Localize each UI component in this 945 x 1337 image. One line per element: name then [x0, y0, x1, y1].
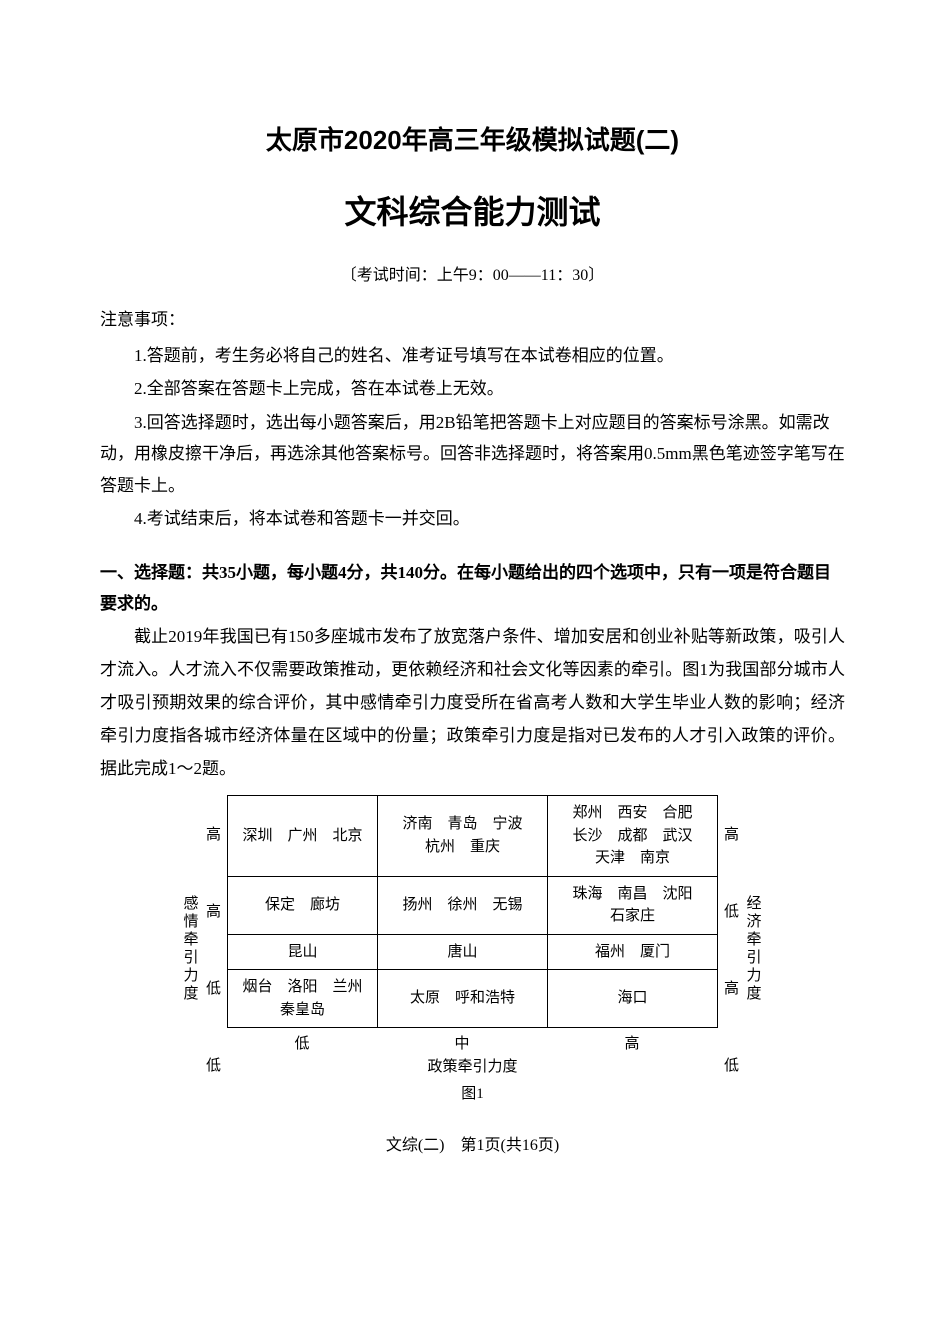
cell: 太原 呼和浩特	[378, 970, 548, 1028]
cell: 海口	[548, 970, 718, 1028]
title-line-2: 文科综合能力测试	[100, 187, 845, 233]
cell: 扬州 徐州 无锡	[378, 876, 548, 934]
y-right-axis-label: 经济牵引力度	[745, 795, 763, 1103]
figure-caption: 图1	[227, 1082, 718, 1103]
notice-item-2: 2.全部答案在答题卡上完成，答在本试卷上无效。	[100, 373, 845, 404]
x-axis-label: 政策牵引力度	[227, 1055, 718, 1076]
x-tick: 低	[227, 1032, 377, 1053]
y-left-tick: 低	[206, 1054, 221, 1075]
y-left-tick: 低	[206, 977, 221, 998]
cell: 唐山	[378, 934, 548, 970]
y-left-tick: 高	[206, 823, 221, 844]
y-left-tick: 高	[206, 900, 221, 921]
cell: 福州 厦门	[548, 934, 718, 970]
table-row: 保定 廊坊 扬州 徐州 无锡 珠海 南昌 沈阳石家庄	[228, 876, 718, 934]
cell: 珠海 南昌 沈阳石家庄	[548, 876, 718, 934]
page-footer: 文综(二) 第1页(共16页)	[100, 1131, 845, 1155]
exam-time: 〔考试时间：上午9：00——11：30〕	[100, 261, 845, 285]
x-tick: 中	[377, 1032, 547, 1053]
y-right-tick: 高	[724, 977, 739, 998]
notice-item-4: 4.考试结束后，将本试卷和答题卡一并交回。	[100, 503, 845, 534]
y-right-tick: 高	[724, 823, 739, 844]
cell: 郑州 西安 合肥长沙 成都 武汉天津 南京	[548, 796, 718, 877]
x-ticks: 低 中 高	[227, 1032, 718, 1053]
y-left-ticks: 高 高 低 低	[200, 795, 227, 1103]
notice-item-3: 3.回答选择题时，选出每小题答案后，用2B铅笔把答题卡上对应题目的答案标号涂黑。…	[100, 407, 845, 501]
cell: 保定 廊坊	[228, 876, 378, 934]
cell: 昆山	[228, 934, 378, 970]
table-row: 烟台 洛阳 兰州秦皇岛 太原 呼和浩特 海口	[228, 970, 718, 1028]
cell: 深圳 广州 北京	[228, 796, 378, 877]
y-left-axis-label: 感情牵引力度	[182, 795, 200, 1103]
section-1-heading: 一、选择题：共35小题，每小题4分，共140分。在每小题给出的四个选项中，只有一…	[100, 557, 845, 620]
x-tick: 高	[547, 1032, 717, 1053]
notice-heading: 注意事项：	[100, 305, 845, 330]
y-right-ticks: 高 低 高 低	[718, 795, 745, 1103]
section-1-passage: 截止2019年我国已有150多座城市发布了放宽落户条件、增加安居和创业补贴等新政…	[100, 620, 845, 786]
figure-1: 感情牵引力度 高 高 低 低 深圳 广州 北京 济南 青岛 宁波杭州 重庆 郑州…	[100, 795, 845, 1103]
cell: 烟台 洛阳 兰州秦皇岛	[228, 970, 378, 1028]
cell: 济南 青岛 宁波杭州 重庆	[378, 796, 548, 877]
title-line-1: 太原市2020年高三年级模拟试题(二)	[100, 120, 845, 157]
notice-item-1: 1.答题前，考生务必将自己的姓名、准考证号填写在本试卷相应的位置。	[100, 340, 845, 371]
table-row: 深圳 广州 北京 济南 青岛 宁波杭州 重庆 郑州 西安 合肥长沙 成都 武汉天…	[228, 796, 718, 877]
y-right-tick: 低	[724, 900, 739, 921]
matrix-table: 深圳 广州 北京 济南 青岛 宁波杭州 重庆 郑州 西安 合肥长沙 成都 武汉天…	[227, 795, 718, 1028]
table-row: 昆山 唐山 福州 厦门	[228, 934, 718, 970]
y-right-tick: 低	[724, 1054, 739, 1075]
